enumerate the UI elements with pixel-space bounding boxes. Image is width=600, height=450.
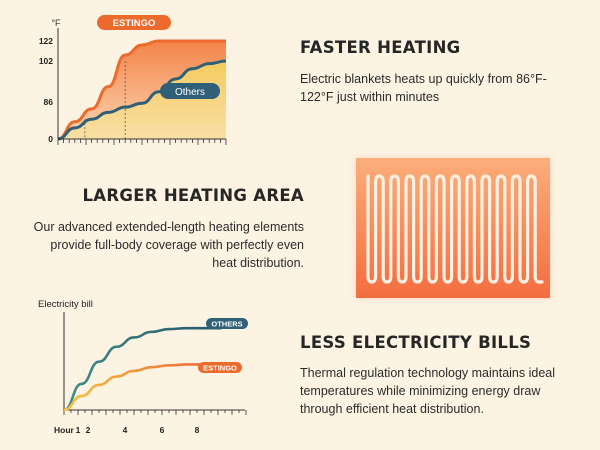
heating-coil-icon [366, 174, 544, 284]
electricity-chart-x-label: Hour [54, 425, 75, 435]
heating-y-tick-86: 86 [44, 97, 54, 107]
heating-y-tick-122: 122 [39, 36, 53, 46]
others-bill-line [63, 326, 222, 412]
electricity-x-tick-1: 1 [76, 425, 81, 435]
heating-y-tick-102: 102 [39, 56, 53, 66]
others-bill-label-pill [206, 318, 248, 329]
electricity-x-tick-2: 2 [86, 425, 91, 435]
heating-y-tick-0: 0 [48, 134, 53, 144]
estingo-bill-label-pill [198, 362, 242, 373]
others-bill-label: OTHERS [211, 320, 242, 329]
electricity-chart-title: Electricity bill [38, 299, 93, 310]
others-line [57, 59, 227, 141]
estingo-label: ESTINGO [113, 18, 156, 29]
electricity-chart: 1 2 4 6 8 OTHERS ESTINGO Electricity bill Hour [38, 299, 248, 435]
heating-pad-image [356, 158, 550, 298]
estingo-line [57, 39, 226, 141]
electricity-x-tick-4: 4 [123, 425, 128, 435]
faster-heating-description: Electric blankets heats up quickly from … [300, 72, 547, 104]
others-label: Others [175, 87, 205, 98]
larger-heating-area-description: Our advanced extended-length heating ele… [33, 220, 304, 270]
heating-chart: 122 102 86 0 ESTINGO Others °F [39, 15, 227, 145]
faster-heating-title: FASTER HEATING [300, 38, 461, 57]
estingo-bill-line [63, 363, 204, 412]
less-electricity-description: Thermal regulation technology maintains … [300, 366, 556, 416]
electricity-x-tick-8: 8 [195, 425, 200, 435]
less-electricity-title: LESS ELECTRICITY BILLS [300, 333, 532, 352]
others-label-pill [160, 83, 220, 99]
heating-chart-y-unit: °F [51, 18, 61, 28]
larger-heating-area-title: LARGER HEATING AREA [82, 186, 304, 205]
electricity-x-tick-6: 6 [160, 425, 165, 435]
others-area [58, 61, 226, 139]
estingo-bill-label: ESTINGO [203, 364, 237, 373]
estingo-label-pill [97, 15, 171, 30]
